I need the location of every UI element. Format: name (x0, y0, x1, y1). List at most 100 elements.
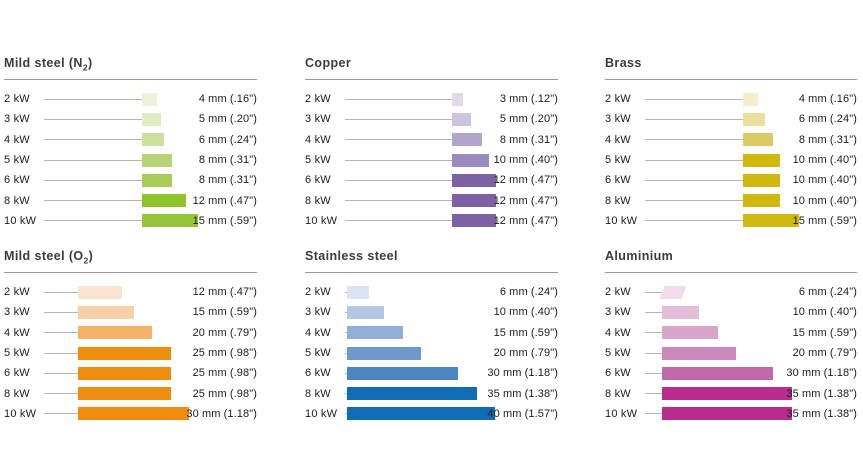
power-label: 4 kW (4, 326, 30, 339)
value-label: 15 mm (.59") (792, 326, 857, 339)
panel-title: Copper (305, 56, 352, 70)
bar-row: 4 kW 6 mm (.24") (4, 130, 257, 150)
bar-row: 3 kW 5 mm (.20") (305, 109, 558, 129)
bar (743, 173, 780, 187)
power-label: 5 kW (305, 154, 331, 167)
power-label: 8 kW (305, 194, 331, 207)
value-label: 25 mm (.98") (192, 347, 257, 360)
bar-row: 10 kW 12 mm (.47") (305, 211, 558, 231)
row-track (44, 326, 257, 340)
title-underline (305, 79, 558, 80)
bar (662, 305, 699, 319)
bar (743, 194, 780, 208)
row-track (345, 153, 558, 167)
leader-line (645, 139, 743, 141)
bar (452, 112, 471, 126)
leader-line (44, 139, 142, 141)
bar-row: 8 kW 25 mm (.98") (4, 383, 257, 403)
value-label: 20 mm (.79") (792, 347, 857, 360)
bar (347, 285, 370, 299)
leader-line (345, 220, 452, 222)
power-label: 5 kW (605, 154, 631, 167)
row-track (345, 133, 558, 147)
leader-line (645, 159, 743, 161)
bar-row: 6 kW 8 mm (.31") (4, 170, 257, 190)
power-label: 2 kW (4, 286, 30, 299)
row-track (44, 214, 257, 228)
bar (452, 194, 497, 208)
panel-stainless-steel: Stainless steel 2 kW 6 mm (.24") 3 kW 10 mm… (305, 249, 558, 424)
bar (142, 112, 161, 126)
bar-row: 2 kW 4 mm (.16") (4, 89, 257, 109)
leader-line (44, 220, 142, 222)
panel-copper: Copper 2 kW 3 mm (.12") 3 kW 5 mm (.20") 4 k… (305, 56, 558, 231)
value-label: 40 mm (1.57") (487, 407, 558, 420)
row-track (645, 346, 857, 360)
leader-line (44, 332, 78, 334)
leader-line (44, 393, 78, 395)
row-track (345, 92, 558, 106)
value-label: 20 mm (.79") (192, 326, 257, 339)
leader-line (345, 139, 452, 141)
value-label: 4 mm (.16") (798, 93, 857, 106)
power-label: 4 kW (605, 133, 631, 146)
bar-row: 4 kW 20 mm (.79") (4, 323, 257, 343)
bar (78, 407, 189, 421)
power-label: 8 kW (605, 194, 631, 207)
value-label: 12 mm (.47") (493, 214, 558, 227)
row-track (345, 285, 558, 299)
title-underline (4, 272, 257, 273)
power-label: 6 kW (305, 367, 331, 380)
row-track (44, 153, 257, 167)
leader-line (645, 311, 662, 313)
value-label: 12 mm (.47") (493, 174, 558, 187)
value-label: 8 mm (.31") (198, 154, 257, 167)
bar-row: 6 kW 10 mm (.40") (605, 170, 857, 190)
leader-line (645, 352, 662, 354)
leader-line (345, 413, 347, 415)
power-label: 10 kW (4, 214, 37, 227)
title-underline (4, 79, 257, 80)
value-label: 15 mm (.59") (192, 214, 257, 227)
power-label: 5 kW (4, 347, 30, 360)
value-label: 20 mm (.79") (493, 347, 558, 360)
row-track (645, 133, 857, 147)
row-track (645, 214, 857, 228)
row-track (44, 133, 257, 147)
leader-line (345, 118, 452, 120)
panel-title: Mild steel (O2) (4, 249, 94, 266)
power-label: 10 kW (605, 407, 638, 420)
bar-row: 6 kW 25 mm (.98") (4, 363, 257, 383)
value-label: 8 mm (.31") (198, 174, 257, 187)
bar (347, 346, 421, 360)
value-label: 35 mm (1.38") (786, 407, 857, 420)
bar-row: 3 kW 6 mm (.24") (605, 109, 857, 129)
leader-line (44, 291, 78, 293)
bar-rows: 2 kW 6 mm (.24") 3 kW 10 mm (.40") 4 kW 15 mm… (305, 282, 558, 424)
bar (142, 92, 157, 106)
value-label: 10 mm (.40") (792, 194, 857, 207)
bar-row: 2 kW 12 mm (.47") (4, 282, 257, 302)
value-label: 15 mm (.59") (493, 326, 558, 339)
bar-row: 3 kW 5 mm (.20") (4, 109, 257, 129)
value-label: 10 mm (.40") (792, 306, 857, 319)
power-label: 10 kW (605, 214, 638, 227)
bar (662, 407, 792, 421)
value-label: 25 mm (.98") (192, 367, 257, 380)
row-track (645, 326, 857, 340)
value-label: 35 mm (1.38") (487, 387, 558, 400)
leader-line (345, 98, 452, 100)
panel-title: Aluminium (605, 249, 674, 263)
panel-title: Stainless steel (305, 249, 398, 263)
bar-row: 10 kW 15 mm (.59") (605, 211, 857, 231)
bar (662, 366, 773, 380)
value-label: 12 mm (.47") (192, 194, 257, 207)
bar-row: 10 kW 40 mm (1.57") (305, 404, 558, 424)
row-track (645, 305, 857, 319)
title-underline (305, 272, 558, 273)
leader-line (345, 372, 347, 374)
leader-line (645, 413, 662, 415)
power-label: 6 kW (605, 174, 631, 187)
row-track (645, 173, 857, 187)
power-label: 6 kW (4, 367, 30, 380)
